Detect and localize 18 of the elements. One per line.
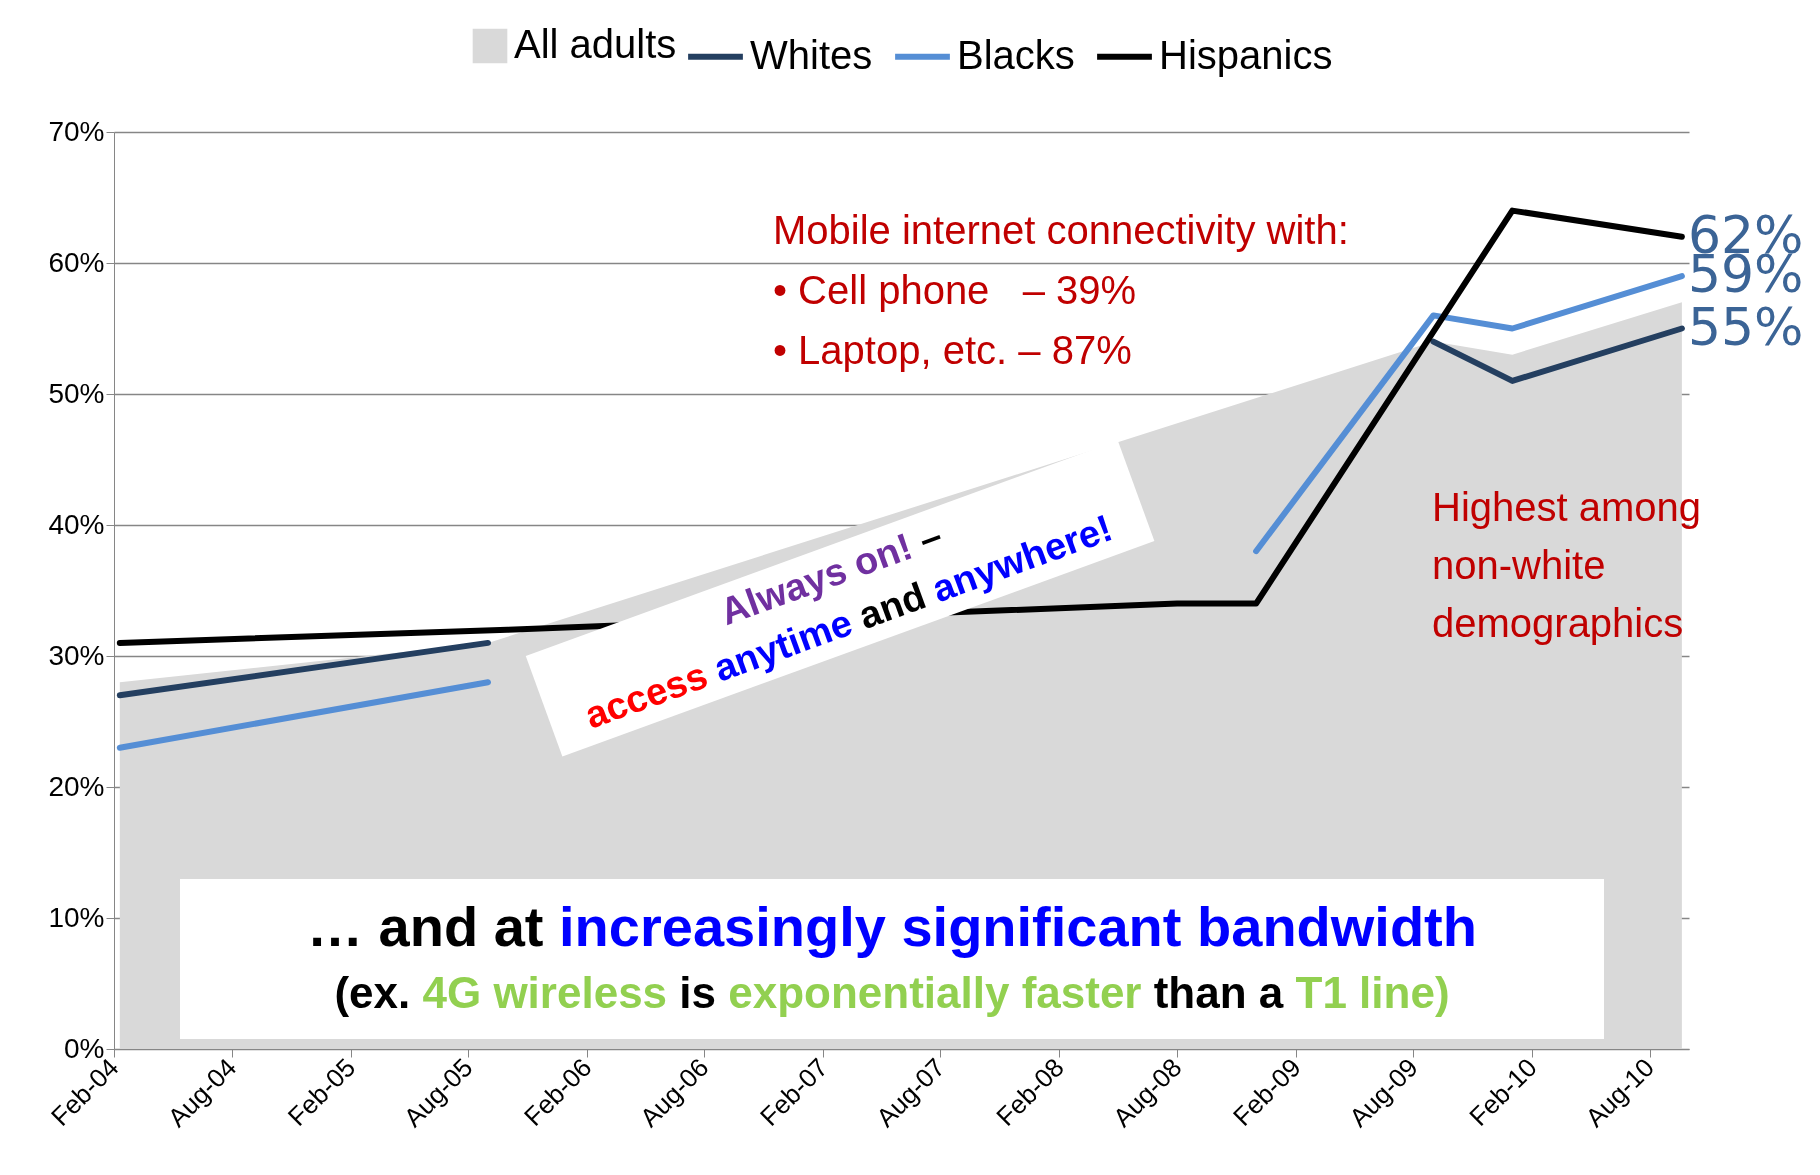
y-tick-label: 50% (48, 377, 105, 409)
annotation: Mobile internet connectivity with: (773, 208, 1349, 252)
legend-label: Blacks (957, 32, 1075, 77)
annotation: • Cell phone – 39% (773, 268, 1137, 312)
y-tick-label: 70% (48, 115, 105, 147)
y-tick-label: 30% (48, 639, 105, 671)
annotation: … and at increasingly significant bandwidth (307, 895, 1477, 958)
legend-label: Hispanics (1159, 32, 1333, 77)
legend-label: All adults (514, 22, 677, 66)
y-tick-label: 20% (48, 770, 105, 802)
annotation: • Laptop, etc. – 87% (773, 328, 1132, 372)
data-label: 55% (1687, 296, 1804, 357)
y-tick-label: 10% (48, 901, 105, 933)
annotation: Highest among non-white demographics (1432, 484, 1703, 647)
note-box: … and at increasingly significant bandwidth (ex. 4G wireless is exponentially faster than a T1 line) (180, 879, 1604, 1039)
legend-label: Whites (750, 32, 873, 77)
y-tick-label: 40% (48, 508, 105, 540)
y-tick-label: 60% (48, 246, 105, 278)
